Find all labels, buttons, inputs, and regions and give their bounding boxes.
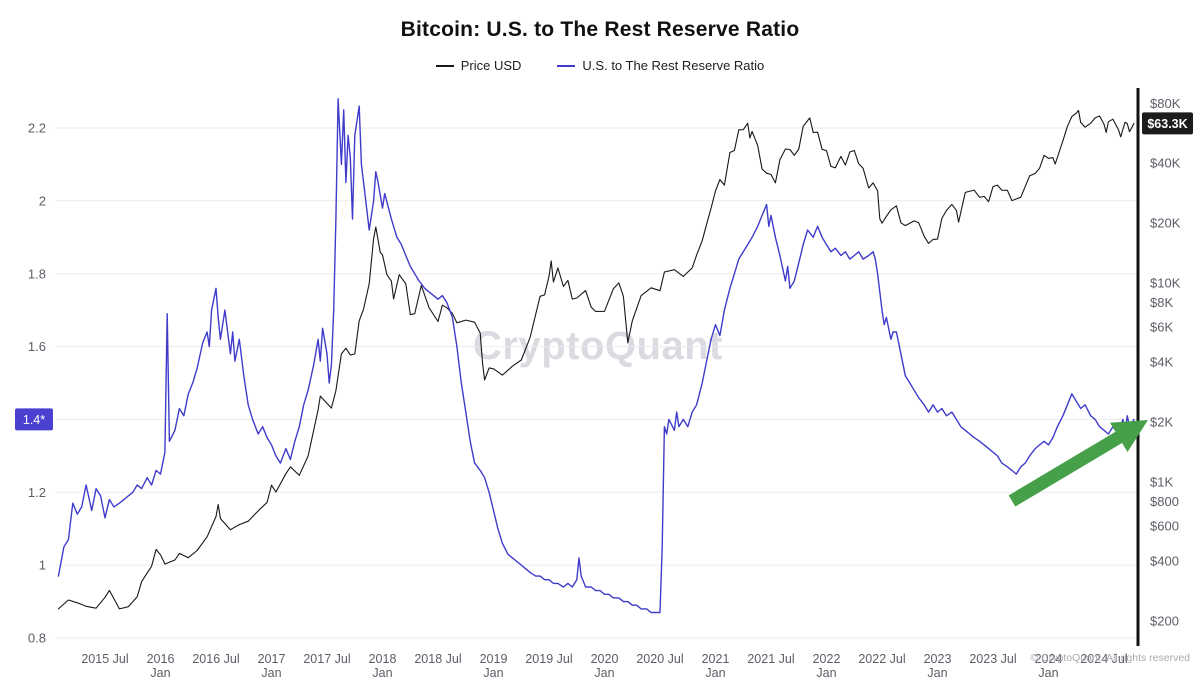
svg-text:2024: 2024	[1035, 652, 1063, 666]
svg-text:1.2: 1.2	[28, 485, 46, 500]
svg-text:2018 Jul: 2018 Jul	[414, 652, 461, 666]
svg-text:$20K: $20K	[1150, 216, 1181, 231]
legend-item-price-usd[interactable]: Price USD	[435, 58, 522, 73]
cryptoquant-watermark: CryptoQuant	[473, 324, 723, 368]
svg-text:2017: 2017	[258, 652, 286, 666]
svg-text:$8K: $8K	[1150, 295, 1173, 310]
svg-text:Jan: Jan	[261, 666, 281, 679]
svg-text:2016 Jul: 2016 Jul	[192, 652, 239, 666]
svg-text:2017 Jul: 2017 Jul	[303, 652, 350, 666]
ratio-line-swatch	[557, 64, 576, 67]
svg-text:2023: 2023	[924, 652, 952, 666]
svg-text:0.8: 0.8	[28, 631, 46, 646]
svg-text:$40K: $40K	[1150, 156, 1181, 171]
svg-text:Jan: Jan	[927, 666, 947, 679]
svg-text:2016: 2016	[147, 652, 175, 666]
svg-text:Jan: Jan	[816, 666, 836, 679]
svg-text:Jan: Jan	[150, 666, 170, 679]
left-axis-tick-labels: 0.811.21.41.61.822.2	[28, 121, 46, 646]
svg-text:2.2: 2.2	[28, 121, 46, 136]
legend-item-reserve-ratio[interactable]: U.S. to The Rest Reserve Ratio	[557, 58, 764, 73]
svg-text:$80K: $80K	[1150, 96, 1181, 111]
ratio-series-line	[57, 98, 1135, 614]
svg-text:1.4*: 1.4*	[23, 413, 45, 427]
svg-text:2: 2	[39, 193, 46, 208]
trend-arrow-annotation	[1008, 420, 1148, 507]
svg-text:2022 Jul: 2022 Jul	[858, 652, 905, 666]
svg-text:1.6: 1.6	[28, 339, 46, 354]
svg-text:2019: 2019	[480, 652, 508, 666]
chart-legend: Price USD U.S. to The Rest Reserve Ratio	[0, 58, 1200, 73]
price-line-swatch	[435, 64, 454, 67]
svg-text:$4K: $4K	[1150, 355, 1173, 370]
svg-text:1.8: 1.8	[28, 266, 46, 281]
svg-text:$600: $600	[1150, 519, 1179, 534]
price-value-badge: $63.3K	[1142, 112, 1193, 135]
svg-text:2019 Jul: 2019 Jul	[525, 652, 572, 666]
svg-text:2018: 2018	[369, 652, 397, 666]
svg-text:$10K: $10K	[1150, 275, 1181, 290]
svg-text:Jan: Jan	[483, 666, 503, 679]
svg-text:$1K: $1K	[1150, 474, 1173, 489]
svg-text:2022: 2022	[813, 652, 841, 666]
svg-text:2020 Jul: 2020 Jul	[636, 652, 683, 666]
ratio-value-badge: 1.4*	[15, 408, 53, 431]
legend-label-price-usd: Price USD	[460, 58, 522, 73]
svg-text:Jan: Jan	[372, 666, 392, 679]
chart-title: Bitcoin: U.S. to The Rest Reserve Ratio	[400, 18, 800, 41]
gridlines	[55, 127, 1138, 639]
svg-text:1: 1	[39, 558, 46, 573]
svg-text:Jan: Jan	[594, 666, 614, 679]
svg-text:2023 Jul: 2023 Jul	[969, 652, 1016, 666]
legend-label-reserve-ratio: U.S. to The Rest Reserve Ratio	[582, 58, 765, 73]
right-axis-tick-labels: $80K $40K $20K $10K $8K $6K $4K $2K $1K $800 $600 $…	[1150, 96, 1181, 629]
svg-text:Jan: Jan	[705, 666, 725, 679]
svg-text:2021: 2021	[702, 652, 730, 666]
price-series-line	[57, 109, 1135, 610]
svg-text:Jan: Jan	[1038, 666, 1058, 679]
svg-text:$63.3K: $63.3K	[1147, 117, 1187, 131]
svg-text:$800: $800	[1150, 494, 1179, 509]
svg-text:2020: 2020	[591, 652, 619, 666]
copyright-note: © CryptoQuant. All rights reserved	[1030, 652, 1190, 664]
svg-text:2024 Jul: 2024 Jul	[1080, 652, 1127, 666]
svg-text:$400: $400	[1150, 554, 1179, 569]
svg-text:$6K: $6K	[1150, 320, 1173, 335]
svg-text:2021 Jul: 2021 Jul	[747, 652, 794, 666]
svg-text:$2K: $2K	[1150, 415, 1173, 430]
svg-text:2015 Jul: 2015 Jul	[81, 652, 128, 666]
svg-text:$200: $200	[1150, 614, 1179, 629]
